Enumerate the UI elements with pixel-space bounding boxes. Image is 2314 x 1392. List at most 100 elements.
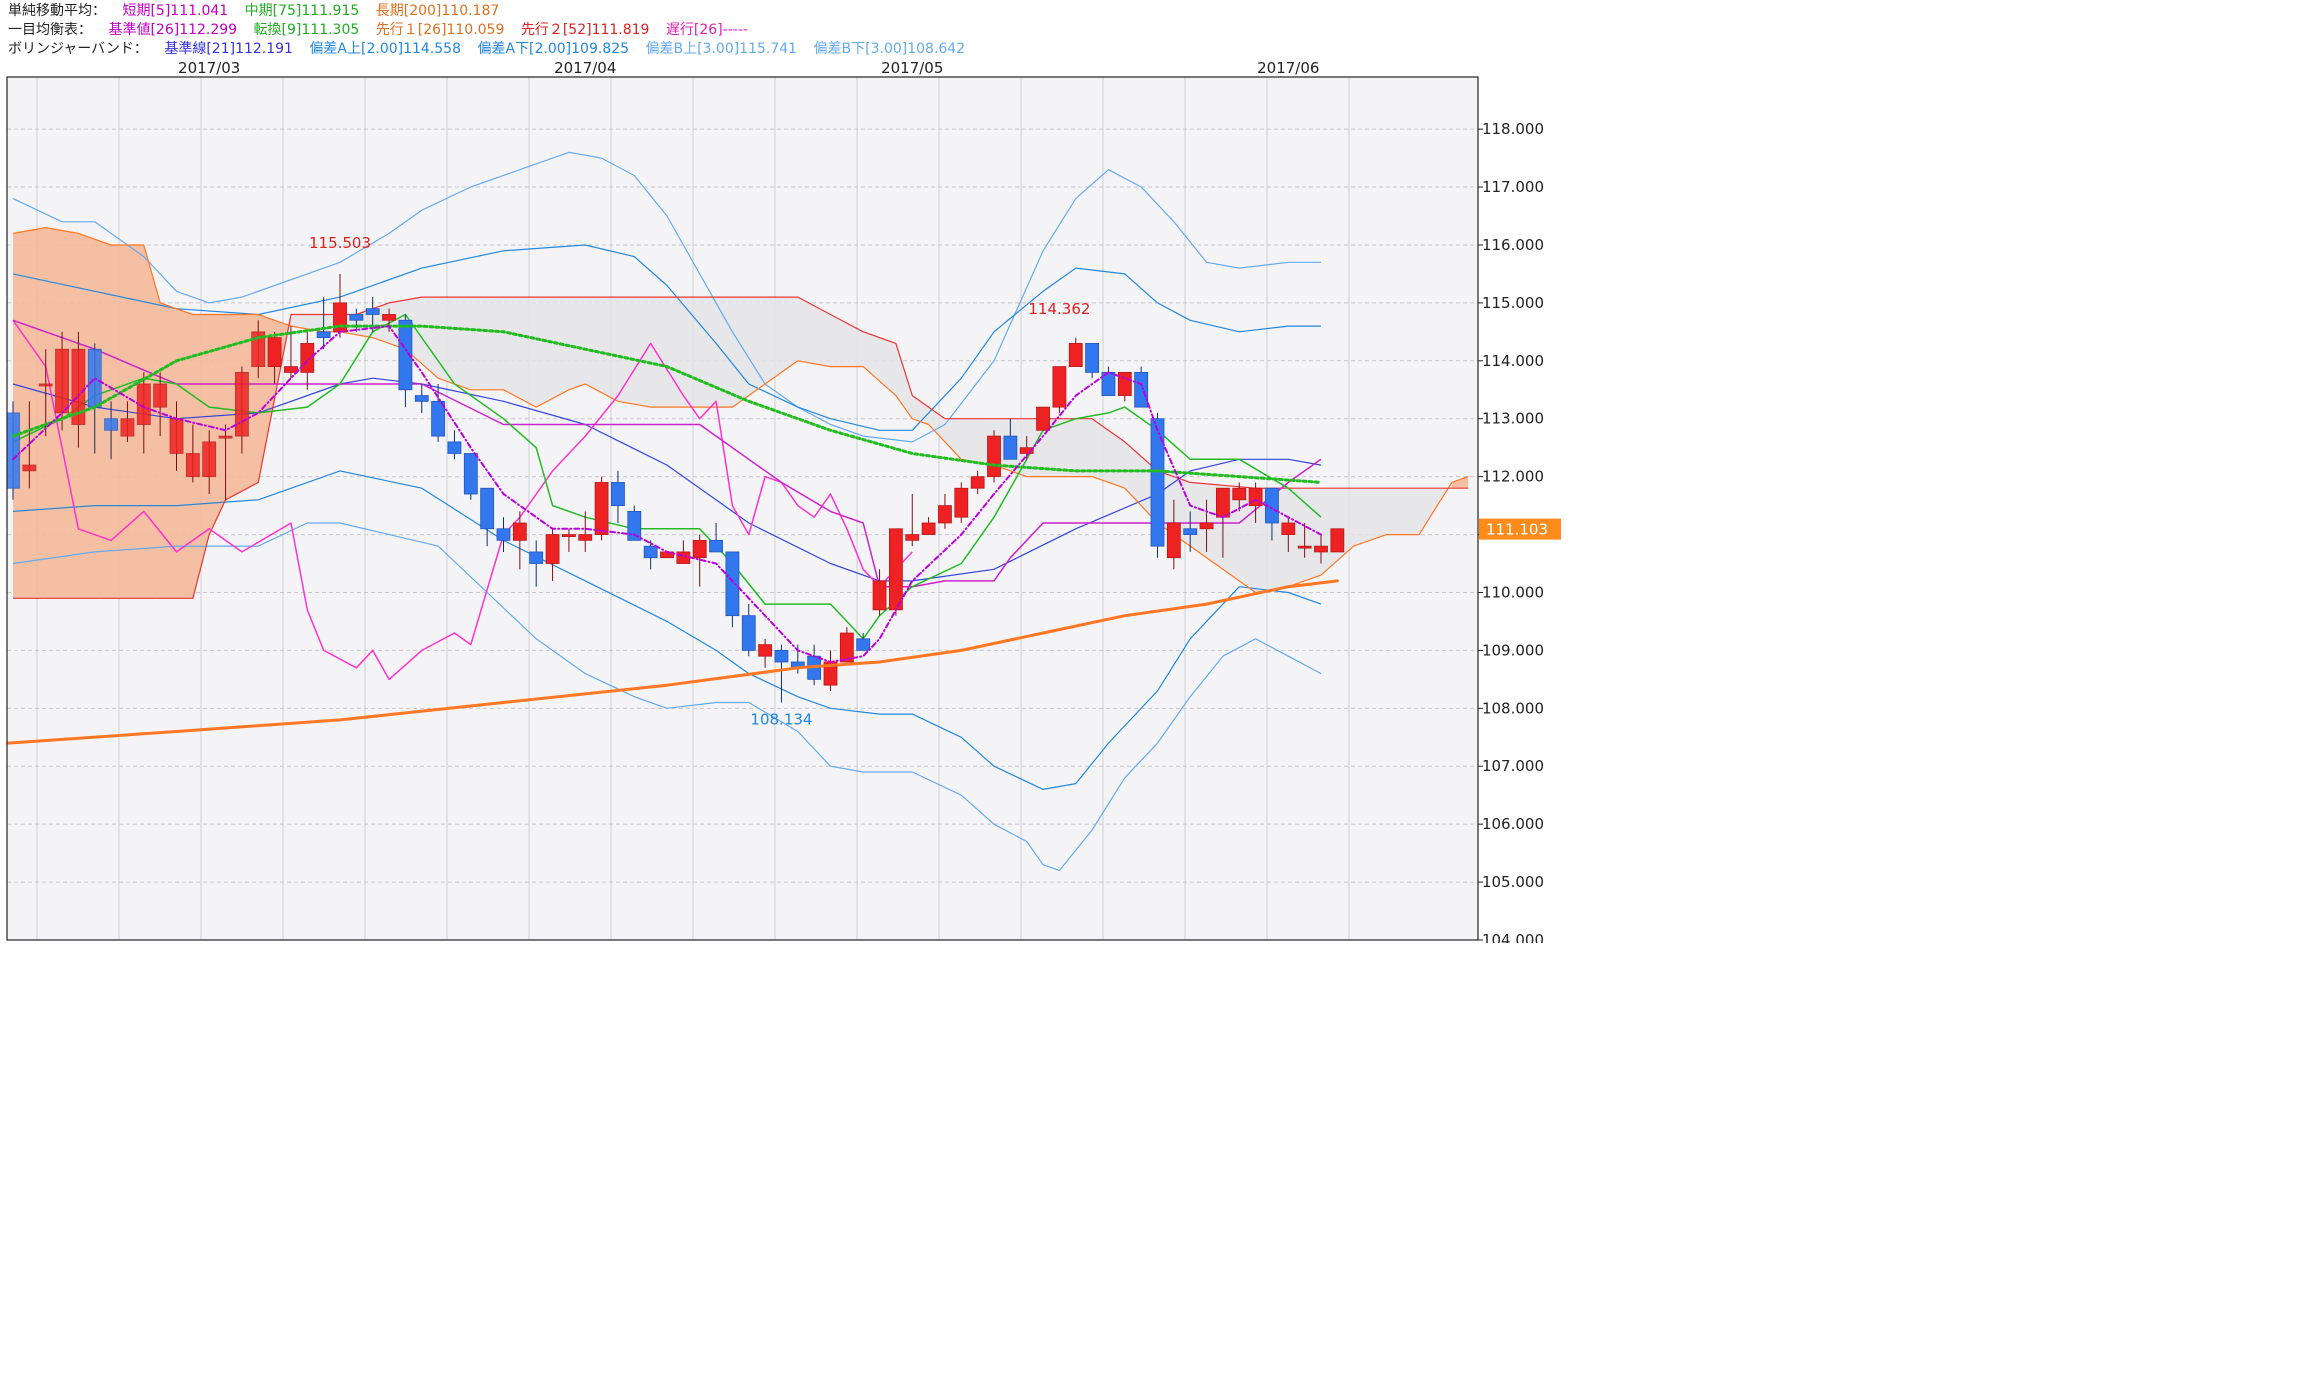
y-tick-label: 105.000 bbox=[1482, 873, 1544, 891]
price-chart[interactable]: 115.503 114.362 108.134 2017/03 2017/04 2017/… bbox=[0, 60, 1568, 943]
candle-body bbox=[1166, 522, 1181, 559]
candle bbox=[1052, 366, 1067, 413]
legend-ichimoku-senkou-b: 先行２[52]111.819 bbox=[520, 22, 650, 38]
legend-ichimoku-kijun: 基準値[26]112.299 bbox=[108, 22, 238, 38]
candle-body bbox=[905, 534, 920, 541]
y-tick-label: 104.000 bbox=[1482, 931, 1544, 943]
candle bbox=[267, 331, 282, 384]
cloud-bullish bbox=[13, 227, 291, 599]
candle-body bbox=[1216, 487, 1230, 518]
candle bbox=[1183, 511, 1198, 552]
candle bbox=[774, 644, 789, 703]
candle-body bbox=[545, 534, 560, 564]
candle bbox=[316, 297, 331, 350]
y-tick-label: 109.000 bbox=[1482, 641, 1544, 659]
y-tick-label: 113.000 bbox=[1482, 410, 1544, 428]
y-tick-label: 108.000 bbox=[1482, 699, 1544, 717]
candle bbox=[38, 349, 53, 437]
plot-layer: 115.503 114.362 108.134 bbox=[7, 77, 1478, 940]
y-tick-label: 117.000 bbox=[1482, 178, 1544, 196]
candle bbox=[1297, 522, 1312, 558]
candle-body bbox=[758, 644, 772, 657]
candle bbox=[496, 517, 511, 552]
candle-body bbox=[1019, 447, 1034, 454]
candle-body bbox=[365, 308, 380, 315]
candle bbox=[1216, 487, 1230, 558]
legend-sma: 単純移動平均： 短期[5]111.041 中期[75]111.915 長期[20… bbox=[8, 1, 511, 21]
candle bbox=[856, 633, 871, 651]
candle bbox=[431, 383, 446, 442]
candle-body bbox=[185, 453, 200, 478]
candle bbox=[1314, 534, 1328, 564]
candle bbox=[104, 401, 118, 460]
candle bbox=[1117, 371, 1132, 402]
candle-body bbox=[1068, 343, 1083, 367]
candle-body bbox=[611, 482, 625, 507]
legend-sma-long: 長期[200]110.187 bbox=[375, 3, 500, 19]
candle-body bbox=[1003, 435, 1018, 460]
candle-body bbox=[872, 580, 887, 611]
candle bbox=[709, 522, 723, 553]
candle-body bbox=[169, 418, 184, 454]
candle-body bbox=[578, 534, 593, 541]
y-tick-label: 110.000 bbox=[1482, 583, 1544, 601]
extreme-annotation: 108.134 bbox=[750, 711, 812, 729]
series-sma5 bbox=[12, 325, 1322, 663]
candle-body bbox=[1117, 371, 1132, 396]
candle-body bbox=[774, 650, 789, 663]
candle bbox=[1085, 343, 1099, 379]
candle bbox=[562, 528, 576, 552]
candle-body bbox=[153, 383, 168, 408]
candle-body bbox=[284, 366, 298, 373]
candle-body bbox=[414, 395, 429, 402]
candle-body bbox=[71, 348, 86, 425]
y-tick-label: 116.000 bbox=[1482, 236, 1544, 254]
candle-body bbox=[496, 528, 511, 541]
candle-body bbox=[954, 487, 969, 518]
candle-body bbox=[709, 539, 723, 553]
candle bbox=[872, 569, 887, 616]
legend-ichimoku-label: 一目均衡表： bbox=[8, 22, 92, 38]
extreme-annotation: 115.503 bbox=[309, 234, 371, 252]
candle-body bbox=[692, 539, 707, 559]
candle-body bbox=[1036, 406, 1050, 431]
candle-body bbox=[594, 482, 609, 535]
legend-sma-short: 短期[5]111.041 bbox=[122, 3, 229, 19]
month-label: 2017/03 bbox=[178, 60, 240, 77]
candle bbox=[398, 314, 413, 408]
legend-ichimoku-chikou: 遅行[26]----- bbox=[665, 22, 748, 38]
month-label: 2017/06 bbox=[1257, 60, 1319, 77]
candle bbox=[725, 551, 740, 628]
legend-sma-mid: 中期[75]111.915 bbox=[244, 3, 360, 19]
candle bbox=[1330, 528, 1345, 553]
candle bbox=[1134, 366, 1149, 408]
candle bbox=[1166, 499, 1181, 570]
series-senkou-a bbox=[12, 227, 1469, 594]
candle-body bbox=[431, 400, 446, 437]
candle bbox=[251, 320, 266, 379]
candle bbox=[447, 430, 462, 460]
legend-bollinger-mid: 基準線[21]112.191 bbox=[164, 41, 293, 57]
candle bbox=[1068, 337, 1083, 367]
candle-body bbox=[316, 331, 331, 339]
legend-bollinger-a-lower: 偏差A下[2.00]109.825 bbox=[477, 41, 630, 57]
candle bbox=[611, 470, 625, 523]
candle-body bbox=[938, 505, 952, 524]
candle bbox=[578, 511, 593, 552]
candle-body bbox=[398, 319, 413, 391]
candle-body bbox=[987, 435, 1001, 478]
y-tick-label: 112.000 bbox=[1482, 468, 1544, 486]
month-label: 2017/04 bbox=[554, 60, 616, 77]
legend-bollinger-a-upper: 偏差A上[2.00]114.558 bbox=[309, 41, 461, 57]
series-sma75 bbox=[11, 324, 1323, 484]
candle bbox=[987, 430, 1001, 483]
candle bbox=[758, 638, 772, 668]
candle-body bbox=[55, 348, 69, 414]
candle bbox=[218, 424, 233, 500]
candle bbox=[643, 540, 658, 570]
candle bbox=[1003, 418, 1018, 460]
candle bbox=[169, 401, 184, 471]
legend-ichimoku-senkou-a: 先行１[26]110.059 bbox=[375, 22, 505, 38]
candle-body bbox=[7, 412, 20, 489]
candle-body bbox=[856, 638, 871, 651]
